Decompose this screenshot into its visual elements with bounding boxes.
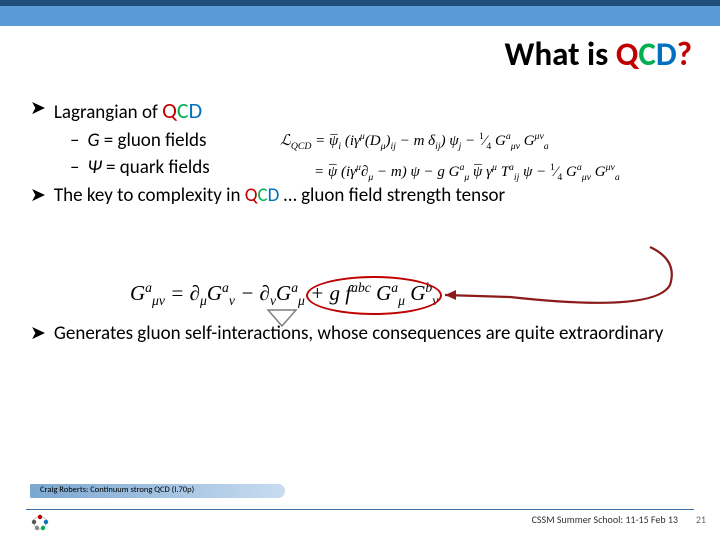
top-bar [0, 6, 720, 26]
title-prefix: What is [505, 34, 616, 74]
highlighted-term: + g fabc Gaμ Gbν [310, 280, 438, 309]
bullet-lagrangian: ➤ Lagrangian of QCD [30, 96, 690, 126]
sub-text: Ψ = quark fields [87, 155, 209, 181]
lagrangian-formula: ℒQCD = ψ¯i (iγμ(Dμ)ij − m δij) ψj − 1⁄4 … [280, 126, 620, 187]
bullet-icon: ➤ [30, 183, 46, 209]
footer-left-bar: Craig Roberts: Continuum strong QCD (I.7… [30, 484, 285, 498]
footer-left-text: Craig Roberts: Continuum strong QCD (I.7… [40, 485, 194, 495]
title-qmark: ? [677, 34, 692, 74]
qcd-colored-sm: QCD [245, 184, 280, 207]
argonne-logo-icon [30, 514, 50, 532]
dash-icon: – [70, 128, 79, 154]
curved-arrow [430, 245, 680, 315]
footer-divider [26, 509, 694, 510]
bullet-icon: ➤ [30, 321, 46, 347]
bullet-generates: ➤ Generates gluon self-interactions, who… [30, 321, 690, 347]
qcd-colored: QCD [162, 101, 202, 124]
page-title: What is QCD? [505, 34, 692, 74]
sub-text: G = gluon fields [87, 128, 206, 154]
dash-icon: – [70, 155, 79, 181]
bullet-text: Generates gluon self-interactions, whose… [54, 321, 663, 347]
field-strength-formula: Gaμν = ∂μGaν − ∂νGaμ + g fabc Gaμ Gbν [130, 280, 438, 309]
bullet-text: Lagrangian of QCD [54, 96, 202, 126]
title-q: Q [616, 34, 639, 74]
formula-line2: = ψ¯ (iγμ∂μ − m) ψ − g Gaμ ψ¯ γμ Taij ψ … [280, 157, 620, 188]
triangle-marker [262, 308, 302, 330]
page-number: 21 [696, 513, 706, 526]
formula-line1: ℒQCD = ψ¯i (iγμ(Dμ)ij − m δij) ψj − 1⁄4 … [280, 126, 620, 157]
title-c: C [638, 34, 655, 74]
title-d: D [656, 34, 677, 74]
title-area: What is QCD? [0, 26, 720, 86]
footer-right-text: CSSM Summer School: 11-15 Feb 13 [532, 513, 678, 526]
bullet-icon: ➤ [30, 96, 46, 126]
